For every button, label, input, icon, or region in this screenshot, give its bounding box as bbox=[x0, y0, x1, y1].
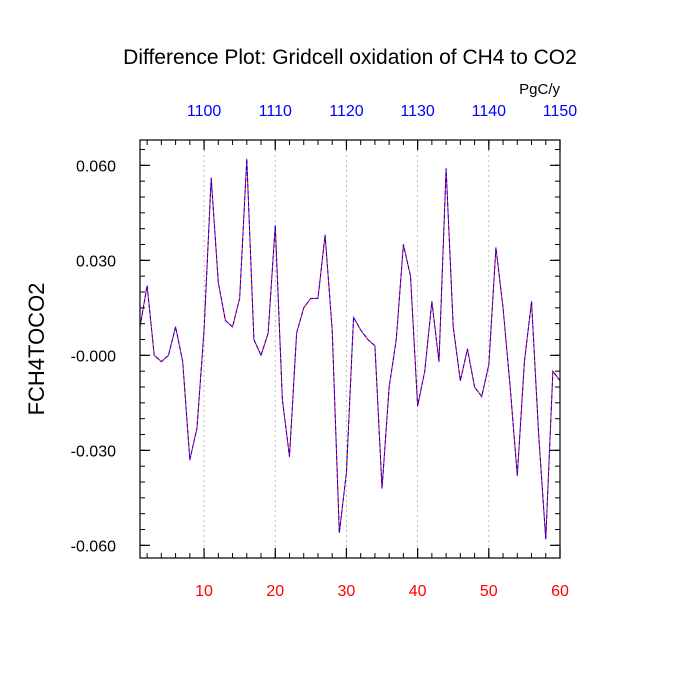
data-point bbox=[360, 329, 362, 331]
data-point bbox=[310, 297, 312, 299]
data-point bbox=[459, 380, 461, 382]
data-point bbox=[388, 386, 390, 388]
y-tick-label: -0.060 bbox=[71, 538, 116, 555]
data-point bbox=[452, 326, 454, 328]
series-line-blue bbox=[139, 158, 561, 540]
y-tick-label: -0.030 bbox=[71, 443, 116, 460]
data-point bbox=[281, 399, 283, 401]
x-tick-label-top: 1150 bbox=[543, 103, 578, 120]
data-point bbox=[331, 329, 333, 331]
data-point bbox=[495, 247, 497, 249]
data-point bbox=[516, 475, 518, 477]
data-point bbox=[402, 244, 404, 245]
x-tick-label-top: 1110 bbox=[259, 103, 292, 120]
data-point bbox=[552, 370, 554, 372]
data-point bbox=[481, 396, 483, 397]
series-lines bbox=[139, 158, 561, 540]
data-point bbox=[410, 275, 412, 277]
data-point bbox=[431, 301, 433, 302]
tick-labels: 10 20 30 40 50 60 1100 1110 1120 1130 1140 1150 -0.0… bbox=[71, 103, 578, 600]
data-point bbox=[224, 320, 226, 321]
data-point bbox=[367, 339, 369, 340]
data-point bbox=[203, 329, 205, 331]
x-tick-label-top: 1100 bbox=[187, 103, 222, 120]
data-point bbox=[324, 234, 326, 236]
data-point bbox=[246, 158, 248, 160]
data-point bbox=[317, 297, 319, 299]
data-point bbox=[303, 307, 305, 309]
data-point bbox=[217, 282, 219, 283]
plot-frame bbox=[139, 139, 561, 559]
data-point bbox=[153, 354, 155, 356]
data-point bbox=[353, 316, 355, 318]
y-tick-label: 0.060 bbox=[76, 158, 116, 175]
data-point bbox=[531, 301, 533, 302]
data-point bbox=[488, 364, 490, 366]
data-point bbox=[509, 386, 511, 388]
y-tick-label: -0.000 bbox=[71, 348, 116, 365]
data-point bbox=[267, 332, 269, 334]
data-point bbox=[345, 472, 347, 473]
data-point bbox=[545, 538, 547, 540]
data-point bbox=[260, 354, 262, 356]
x-tick-label-bottom: 40 bbox=[409, 583, 427, 600]
x-tick-label-bottom: 20 bbox=[266, 583, 284, 600]
x-tick-label-top: 1120 bbox=[329, 103, 364, 120]
x-tick-label-bottom: 60 bbox=[551, 583, 569, 600]
x-tick-label-top: 1140 bbox=[472, 103, 507, 120]
x-tick-label-bottom: 10 bbox=[195, 583, 213, 600]
data-point bbox=[182, 361, 184, 363]
series-line-red bbox=[139, 158, 561, 540]
x-tick-label-top: 1130 bbox=[400, 103, 435, 120]
data-point bbox=[274, 225, 276, 226]
data-point bbox=[417, 405, 419, 407]
data-point bbox=[296, 332, 298, 334]
x-tick-label-bottom: 50 bbox=[480, 583, 498, 600]
data-point bbox=[381, 487, 383, 489]
data-point bbox=[146, 285, 148, 287]
data-point bbox=[474, 386, 476, 388]
y-tick-label: 0.030 bbox=[76, 253, 116, 270]
data-point bbox=[210, 177, 212, 179]
data-point bbox=[438, 361, 440, 363]
x-tick-label-bottom: 30 bbox=[338, 583, 356, 600]
data-point bbox=[445, 168, 447, 169]
data-point bbox=[253, 339, 255, 340]
data-point bbox=[374, 345, 376, 347]
data-point bbox=[424, 370, 426, 372]
chart-title: Difference Plot: Gridcell oxidation of C… bbox=[123, 46, 577, 69]
units-label: PgC/y bbox=[519, 81, 560, 98]
y-axis-label: FCH4TOCO2 bbox=[24, 283, 49, 416]
data-point bbox=[523, 361, 525, 363]
data-point bbox=[502, 307, 504, 309]
data-point bbox=[338, 532, 340, 534]
data-point bbox=[189, 459, 191, 461]
data-point bbox=[232, 326, 234, 328]
data-point bbox=[239, 297, 241, 299]
data-point bbox=[167, 354, 169, 356]
data-point bbox=[175, 326, 177, 328]
data-point bbox=[196, 427, 198, 429]
data-point bbox=[288, 456, 290, 458]
data-point bbox=[160, 361, 162, 363]
data-point bbox=[395, 339, 397, 340]
data-point bbox=[466, 348, 468, 350]
data-point bbox=[538, 434, 540, 435]
